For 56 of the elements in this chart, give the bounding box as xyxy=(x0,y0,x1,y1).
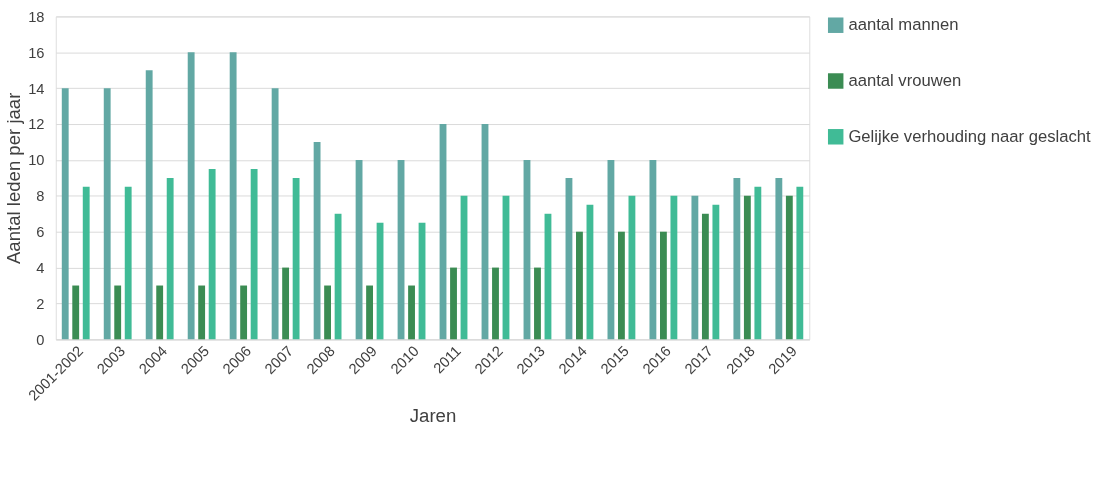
legend-label: aantal mannen xyxy=(848,15,959,35)
bar xyxy=(282,267,290,340)
bar xyxy=(618,231,625,340)
y-tick-label: 16 xyxy=(28,44,45,61)
bar xyxy=(450,267,457,340)
y-tick-label: 6 xyxy=(36,224,45,241)
bar xyxy=(240,285,248,340)
bar xyxy=(733,177,741,340)
bar xyxy=(701,213,709,340)
legend-label: aantal vrouwen xyxy=(848,70,962,90)
bar xyxy=(754,186,762,340)
bar xyxy=(628,195,636,340)
y-tick-label: 8 xyxy=(36,188,45,205)
bar xyxy=(198,285,206,340)
bar xyxy=(785,195,793,340)
bar xyxy=(156,285,164,340)
bar xyxy=(250,168,258,340)
bar xyxy=(796,186,804,340)
bar xyxy=(208,168,216,340)
bar xyxy=(114,285,122,340)
y-tick-label: 0 xyxy=(36,331,45,348)
bar xyxy=(187,52,195,340)
bar xyxy=(82,186,90,340)
bar xyxy=(743,195,751,340)
y-tick-label: 4 xyxy=(36,259,45,276)
bar xyxy=(691,195,699,340)
bar xyxy=(292,177,300,340)
legend-label: Gelijke verhouding naar geslacht xyxy=(848,126,1091,146)
bar xyxy=(775,177,783,340)
bar xyxy=(229,52,237,340)
bar xyxy=(166,177,174,340)
y-axis-title: Aantal leden per jaar xyxy=(3,92,25,265)
bar xyxy=(712,204,720,340)
x-axis-title: Jaren xyxy=(409,405,457,427)
bar xyxy=(670,195,678,340)
y-tick-label: 2 xyxy=(36,295,45,312)
bar xyxy=(492,267,499,340)
bar xyxy=(534,267,541,340)
bar xyxy=(324,285,332,340)
y-tick-label: 12 xyxy=(28,116,45,133)
bar xyxy=(649,159,657,340)
bar xyxy=(659,231,667,340)
y-tick-label: 14 xyxy=(28,80,45,97)
bar xyxy=(408,285,415,340)
bar xyxy=(366,285,373,340)
bar xyxy=(313,142,321,340)
bar xyxy=(72,285,80,340)
bar xyxy=(271,88,279,340)
bar xyxy=(145,70,153,340)
bar xyxy=(103,88,111,340)
y-tick-label: 10 xyxy=(28,152,45,169)
bar xyxy=(334,213,342,340)
bar xyxy=(124,186,132,340)
y-tick-label: 18 xyxy=(28,8,45,25)
bar xyxy=(61,88,69,340)
bar xyxy=(576,231,583,340)
